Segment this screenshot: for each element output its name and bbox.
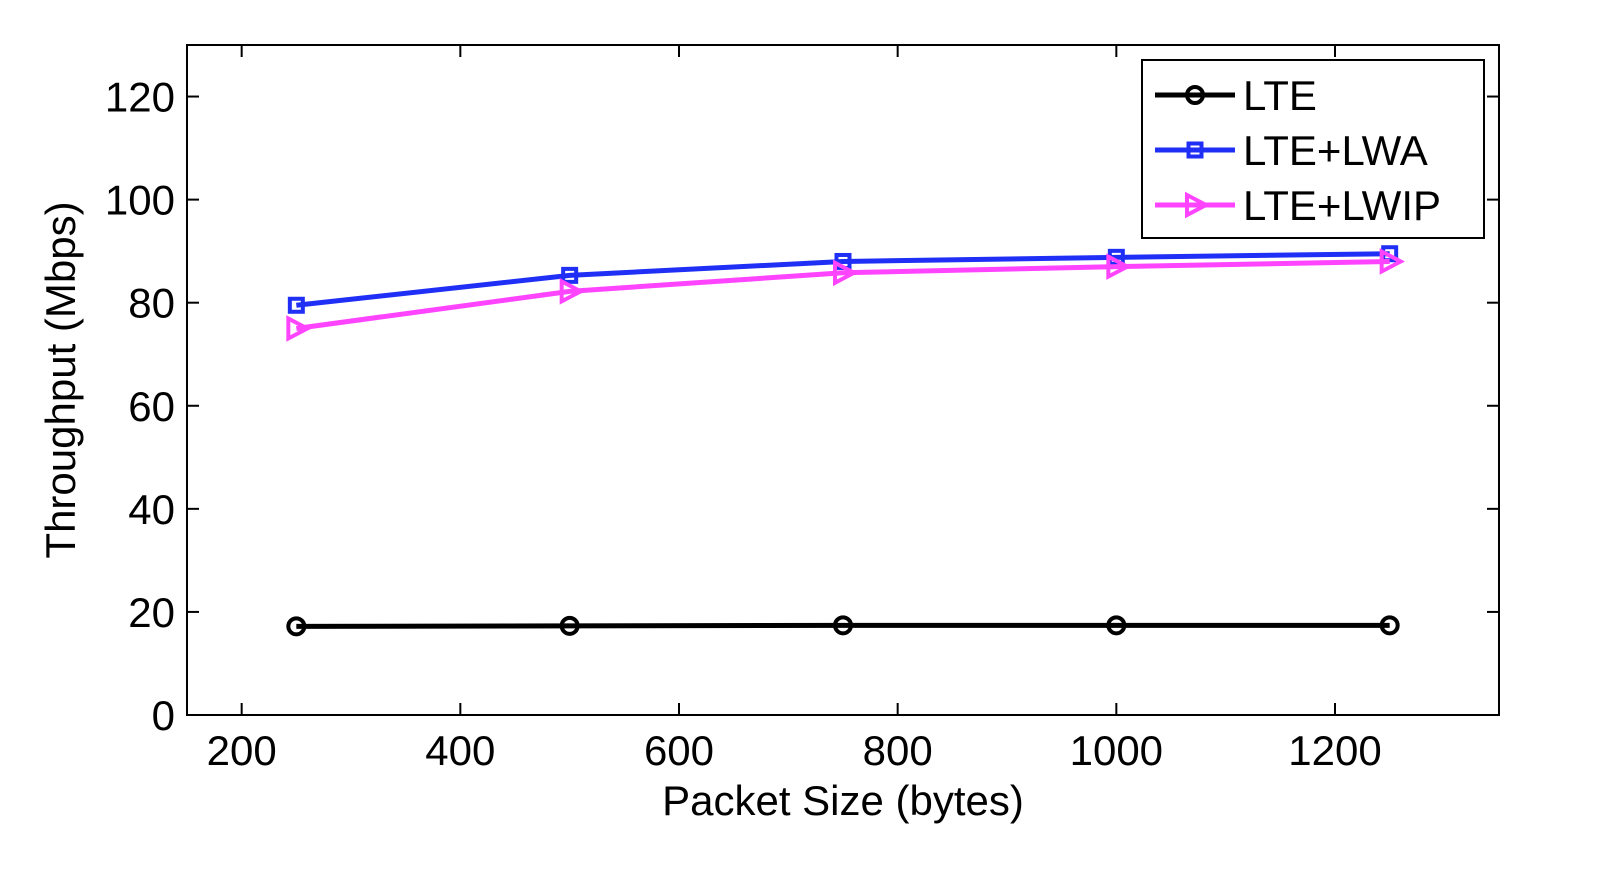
legend-label: LTE+LWA <box>1243 127 1428 174</box>
data-point <box>1106 615 1127 636</box>
legend-label: LTE <box>1243 72 1317 119</box>
series-line <box>296 251 1390 308</box>
series-line <box>295 258 1390 331</box>
legend-item: LTE+LWA <box>1155 127 1428 174</box>
y-tick-label: 60 <box>128 383 175 430</box>
y-tick-label: 0 <box>152 692 175 739</box>
x-tick-label: 1000 <box>1070 727 1163 774</box>
x-axis-label: Packet Size (bytes) <box>662 777 1024 824</box>
data-point <box>286 616 307 637</box>
y-tick-label: 80 <box>128 280 175 327</box>
series-lte <box>286 615 1400 637</box>
x-tick-label: 600 <box>644 727 714 774</box>
y-tick-label: 120 <box>105 74 175 121</box>
data-point <box>561 266 579 284</box>
x-tick-label: 1200 <box>1288 727 1381 774</box>
legend-item: LTE+LWIP <box>1155 182 1441 229</box>
legend: LTE LTE+LWA LTE+LWIP <box>1141 59 1485 239</box>
series-line <box>296 622 1390 629</box>
y-axis-label: Throughput (Mbps) <box>37 201 84 558</box>
data-point <box>286 315 312 342</box>
data-point <box>287 296 305 314</box>
legend-marker <box>1186 141 1204 159</box>
y-tick-label: 100 <box>105 177 175 224</box>
data-point <box>1106 253 1132 280</box>
data-point <box>1379 248 1405 275</box>
y-tick-label: 40 <box>128 486 175 533</box>
data-point <box>833 259 859 287</box>
data-point <box>559 615 580 636</box>
series-lte-lwip <box>286 248 1405 342</box>
data-point <box>559 278 585 305</box>
x-tick-label: 800 <box>863 727 933 774</box>
legend-item: LTE <box>1155 72 1317 119</box>
x-tick-label: 400 <box>425 727 495 774</box>
y-tick-label: 20 <box>128 589 175 636</box>
legend-marker <box>1185 85 1205 105</box>
x-tick-label: 200 <box>207 727 277 774</box>
legend-label: LTE+LWIP <box>1243 182 1441 229</box>
legend-marker <box>1185 191 1211 219</box>
data-point <box>1379 615 1400 636</box>
data-point <box>833 615 853 636</box>
